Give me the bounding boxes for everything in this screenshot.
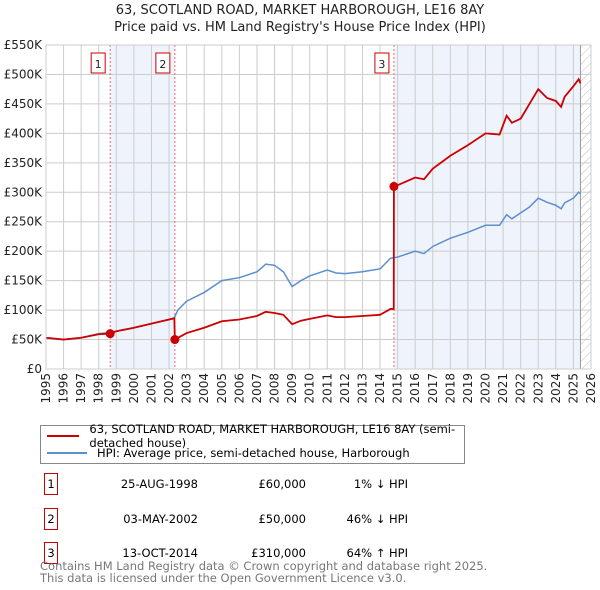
transaction-date: 25-AUG-1998 (120, 477, 198, 491)
x-tick-label: 2025 (566, 373, 580, 404)
transaction-hpi-diff: 1% ↓ HPI (353, 477, 408, 491)
x-tick-label: 2014 (373, 373, 387, 404)
transaction-hpi-diff: 64% ↑ HPI (346, 546, 408, 560)
x-tick-label: 2022 (514, 373, 528, 404)
transaction-price: £60,000 (258, 477, 306, 491)
x-tick-label: 2009 (285, 373, 299, 404)
x-tick-label: 2006 (232, 373, 246, 404)
legend-label: 63, SCOTLAND ROAD, MARKET HARBOROUGH, LE… (89, 422, 456, 450)
sale-marker-box (90, 52, 106, 74)
x-tick-label: 1995 (39, 373, 53, 404)
shaded-period (110, 45, 175, 369)
y-tick-label: £0 (27, 362, 42, 376)
footer-licence: This data is licensed under the Open Gov… (40, 571, 407, 585)
x-tick-label: 2023 (531, 373, 545, 404)
sale-point (170, 335, 180, 345)
x-tick-label: 2011 (320, 373, 334, 404)
x-tick-label: 2019 (461, 373, 475, 404)
shaded-period (393, 45, 581, 369)
x-tick-label: 1999 (109, 373, 123, 404)
sale-marker-label: 2 (159, 58, 166, 71)
x-tick-label: 2018 (443, 373, 457, 404)
x-tick-label: 1996 (57, 373, 71, 404)
y-tick-label: £150K (4, 274, 44, 288)
transaction-date: 13-OCT-2014 (122, 546, 198, 560)
chart-title: 63, SCOTLAND ROAD, MARKET HARBOROUGH, LE… (115, 3, 485, 18)
x-tick-label: 2003 (180, 373, 194, 404)
y-tick-label: £550K (4, 38, 44, 52)
x-tick-label: 2012 (338, 373, 352, 404)
transaction-hpi-diff: 46% ↓ HPI (346, 511, 408, 526)
x-tick-label: 2024 (549, 373, 563, 404)
y-tick-label: £50K (11, 333, 43, 347)
price-paid-line (45, 77, 582, 342)
x-tick-label: 2002 (162, 373, 176, 404)
plot-border (45, 44, 592, 370)
x-tick-label: 2016 (408, 373, 422, 404)
x-tick-label: 2004 (197, 373, 211, 404)
y-tick-label: £500K (4, 67, 44, 81)
sale-marker-label: 1 (95, 58, 102, 71)
legend-label: HPI: Average price, semi-detached house,… (97, 446, 410, 460)
x-tick-label: 1997 (74, 373, 88, 404)
x-tick-label: 2000 (127, 373, 141, 404)
x-tick-label: 2008 (268, 373, 282, 404)
transaction-price: £50,000 (258, 511, 306, 526)
sale-marker-box (374, 52, 390, 74)
transaction-date: 03-MAY-2002 (123, 511, 198, 526)
x-tick-label: 2020 (479, 373, 493, 404)
x-tick-label: 2007 (250, 373, 264, 404)
chart-subtitle: Price paid vs. HM Land Registry's House … (114, 20, 486, 35)
legend-item-property: 63, SCOTLAND ROAD, MARKET HARBOROUGH, LE… (47, 422, 464, 450)
blue-line-swatch (47, 452, 87, 454)
y-tick-label: £200K (4, 244, 44, 258)
red-line-swatch (47, 435, 80, 437)
price-chart: £0 £50K £100K £150K £200K £250K £300K £350K £400… (4, 38, 598, 404)
y-tick-label: £400K (4, 126, 44, 140)
sale-marker-label: 3 (378, 58, 385, 71)
y-tick-label: £300K (4, 185, 44, 199)
sale-point (389, 181, 399, 191)
y-tick-label: £100K (4, 303, 44, 317)
x-tick-label: 2005 (215, 373, 229, 404)
footer-copyright: Contains HM Land Registry data © Crown c… (40, 559, 488, 573)
forecast-hatch (580, 45, 591, 369)
x-tick-label: 2017 (426, 373, 440, 404)
transaction-number: 2 (44, 507, 58, 530)
y-tick-label: £250K (4, 215, 44, 229)
x-tick-label: 2015 (391, 373, 405, 404)
legend: 63, SCOTLAND ROAD, MARKET HARBOROUGH, LE… (40, 422, 465, 464)
x-tick-label: 1998 (92, 373, 106, 404)
transaction-number: 1 (44, 473, 58, 495)
x-tick-label: 2013 (355, 373, 369, 404)
x-tick-label: 2021 (496, 373, 510, 404)
transaction-price: £310,000 (251, 546, 306, 560)
x-tick-label: 2026 (584, 373, 598, 404)
y-tick-label: £350K (4, 156, 44, 170)
x-tick-label: 2010 (303, 373, 317, 404)
sale-marker-box (155, 52, 171, 74)
y-tick-label: £450K (4, 97, 44, 111)
legend-item-hpi: HPI: Average price, semi-detached house,… (47, 445, 410, 461)
x-tick-label: 2001 (144, 373, 158, 404)
sale-point (105, 329, 115, 339)
transaction-number: 3 (44, 542, 58, 564)
